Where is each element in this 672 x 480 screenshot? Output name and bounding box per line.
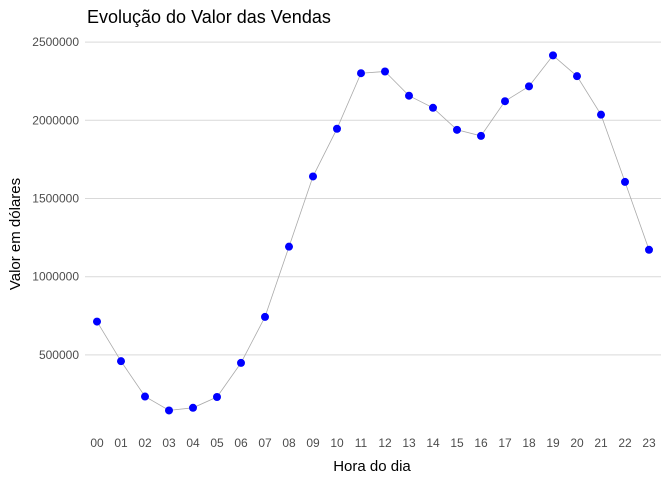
x-tick-label: 12 <box>378 436 392 450</box>
grid-lines <box>85 41 661 356</box>
y-tick-label: 2000000 <box>32 113 79 127</box>
x-tick-label: 20 <box>570 436 584 450</box>
data-point <box>357 69 365 78</box>
x-tick-label: 21 <box>594 436 608 450</box>
x-tick-label: 10 <box>330 436 344 450</box>
x-tick-label: 07 <box>258 436 272 450</box>
data-point <box>573 72 581 81</box>
series-line <box>96 54 650 411</box>
data-point <box>549 51 557 60</box>
x-tick-label: 05 <box>210 436 224 450</box>
x-axis-title: Hora do dia <box>333 458 411 475</box>
data-point <box>501 97 509 106</box>
data-point <box>525 82 533 91</box>
x-tick-label: 18 <box>522 436 536 450</box>
x-tick-label: 16 <box>474 436 488 450</box>
data-point <box>237 358 245 367</box>
data-point <box>453 125 461 134</box>
x-tick-label: 01 <box>114 436 128 450</box>
x-tick-label: 06 <box>234 436 248 450</box>
data-point <box>141 392 149 401</box>
data-point <box>405 91 413 100</box>
x-tick-label: 13 <box>402 436 416 450</box>
data-point <box>93 317 101 326</box>
x-tick-label: 00 <box>90 436 104 450</box>
data-point <box>333 124 341 133</box>
data-point <box>189 403 197 412</box>
data-point <box>117 357 125 366</box>
x-tick-label: 15 <box>450 436 464 450</box>
y-tick-label: 1500000 <box>32 191 79 205</box>
x-tick-label: 14 <box>426 436 440 450</box>
data-point <box>165 406 173 415</box>
x-tick-label: 11 <box>355 436 368 450</box>
data-point <box>429 103 437 112</box>
data-point <box>261 312 269 321</box>
x-tick-label: 23 <box>642 436 656 450</box>
data-point <box>309 172 317 181</box>
data-point <box>645 245 653 254</box>
data-point <box>597 110 605 119</box>
y-tick-label: 500000 <box>39 348 79 362</box>
x-tick-label: 04 <box>186 436 200 450</box>
x-tick-label: 17 <box>498 436 512 450</box>
x-tick-label: 22 <box>618 436 632 450</box>
x-tick-label: 08 <box>282 436 296 450</box>
data-point <box>477 131 485 140</box>
data-point <box>621 177 629 186</box>
chart-title: Evolução do Valor das Vendas <box>87 7 331 27</box>
data-point <box>213 392 221 401</box>
x-tick-labels: 00 01 02 03 04 05 06 07 08 09 10 11 12 13 14 15 16 17 18 19… <box>90 436 656 450</box>
x-tick-label: 09 <box>306 436 320 450</box>
data-points <box>93 51 653 415</box>
y-tick-label: 1000000 <box>32 270 79 284</box>
y-axis-title: Valor em dólares <box>7 178 24 290</box>
y-tick-labels: 500000 1000000 1500000 2000000 2500000 <box>32 35 79 362</box>
x-tick-label: 02 <box>138 436 152 450</box>
data-point <box>285 242 293 251</box>
x-tick-label: 19 <box>546 436 560 450</box>
x-tick-label: 03 <box>162 436 176 450</box>
y-tick-label: 2500000 <box>32 35 79 49</box>
data-point <box>381 67 389 76</box>
